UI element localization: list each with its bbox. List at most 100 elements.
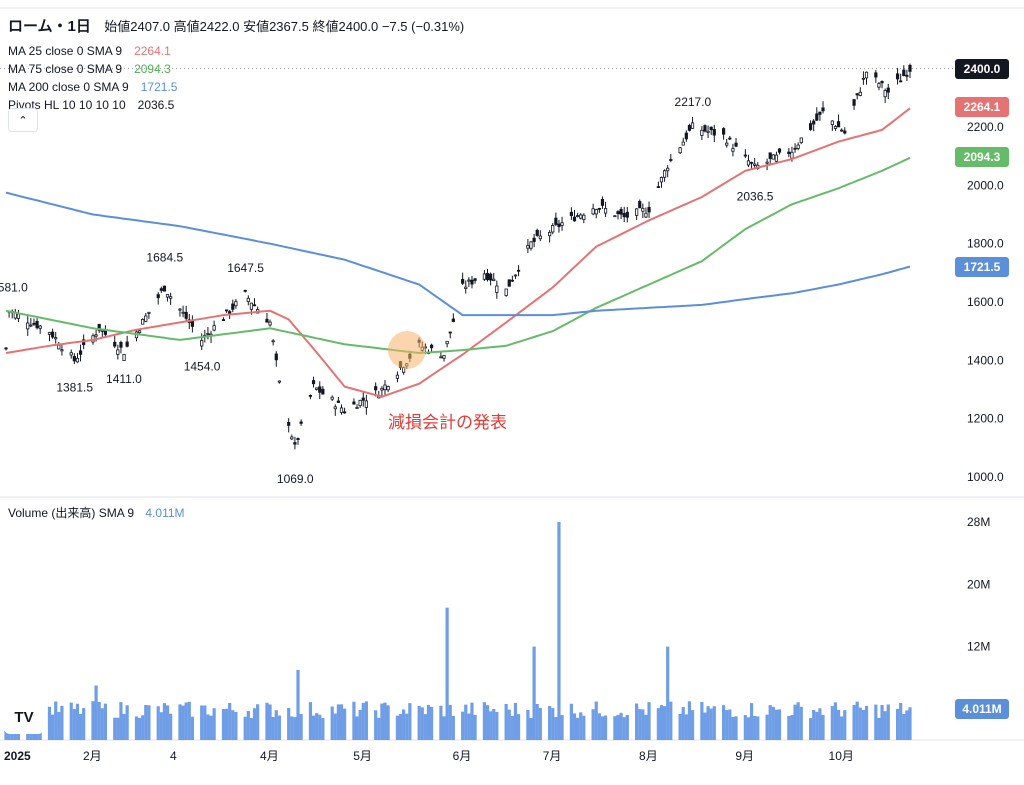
candle-body	[712, 129, 716, 136]
volume-bar	[843, 710, 847, 740]
candle-body	[206, 333, 210, 335]
pivot-label: 1381.5	[56, 381, 93, 395]
volume-bar	[162, 703, 167, 740]
candle-body	[899, 80, 903, 83]
candle-body	[603, 208, 608, 214]
volume-bar	[812, 709, 816, 740]
candle-body	[613, 215, 617, 218]
price-tick-label: 1200.0	[967, 412, 1004, 426]
last-price-tag: 2400.0	[955, 59, 1009, 79]
tradingview-logo[interactable]: TV	[4, 700, 44, 734]
volume-bar	[144, 705, 148, 740]
volume-bar	[576, 717, 580, 740]
candle-body	[548, 231, 552, 237]
candle-body	[874, 72, 878, 78]
close-value: 2400.0	[338, 19, 379, 34]
candle-body	[395, 374, 400, 379]
volume-bar	[880, 704, 884, 740]
volume-bar	[874, 704, 878, 740]
candle-body	[513, 274, 518, 277]
volume-bar	[700, 701, 704, 740]
candle-body	[485, 272, 490, 281]
candle-body	[464, 286, 468, 289]
chevron-up-icon: ⌃	[18, 114, 28, 127]
volume-bar	[159, 712, 163, 740]
candle-body	[743, 154, 747, 157]
indicator-ma75[interactable]: MA 75 close 0 SMA 9 2094.3	[8, 60, 464, 78]
time-tick-label: 9月	[735, 749, 754, 763]
collapse-legend-button[interactable]: ⌃	[8, 108, 38, 132]
indicator-value: 2264.1	[134, 44, 171, 58]
candle-body	[594, 209, 598, 215]
candle-body	[299, 421, 303, 424]
volume-bar	[383, 702, 387, 740]
volume-bar	[265, 702, 269, 740]
candle-body	[141, 319, 145, 325]
volume-bar	[47, 706, 52, 740]
volume-bar	[905, 710, 909, 740]
volume-legend[interactable]: Volume (出来高) SMA 9 4.011M	[8, 504, 185, 521]
candle-body	[647, 207, 651, 213]
candle-body	[659, 177, 664, 183]
candle-body	[507, 279, 511, 287]
candle-body	[569, 211, 573, 216]
candle-body	[576, 215, 580, 217]
price-tick-label: 1800.0	[967, 237, 1004, 251]
volume-bar	[526, 709, 530, 740]
volume-bar	[799, 706, 803, 740]
indicator-pivots[interactable]: Pivots HL 10 10 10 10 2036.5	[8, 96, 464, 114]
symbol-title[interactable]: ローム・1日	[8, 18, 91, 35]
volume-bar	[470, 702, 474, 740]
candle-body	[482, 273, 487, 280]
price-tick-label: 1600.0	[967, 295, 1004, 309]
candle-body	[840, 129, 844, 132]
volume-bar	[249, 718, 254, 740]
volume-bar	[190, 716, 194, 740]
pivot-label: 2036.5	[737, 190, 774, 204]
volume-bar	[57, 711, 61, 740]
candle-body	[597, 208, 601, 210]
annotation-highlight	[388, 331, 426, 369]
candle-body	[908, 64, 912, 72]
volume-bar	[333, 713, 337, 740]
volume-bar	[82, 708, 86, 740]
candle-body	[746, 160, 751, 166]
volume-bar	[613, 716, 617, 740]
candle-body	[321, 388, 325, 395]
volume-bar	[836, 709, 841, 740]
pivot-label: 1069.0	[277, 472, 314, 486]
volume-bar	[616, 714, 620, 740]
volume-bar	[287, 707, 291, 740]
volume-bar	[818, 708, 822, 740]
indicator-ma200[interactable]: MA 200 close 0 SMA 9 1721.5	[8, 78, 464, 96]
volume-bar	[352, 701, 356, 740]
volume-bar	[358, 709, 362, 740]
candle-body	[75, 357, 80, 363]
time-tick-label: 4	[170, 749, 177, 763]
volume-bar	[271, 717, 275, 740]
indicator-label: MA 75 close 0 SMA 9	[8, 62, 123, 76]
volume-bar	[647, 702, 651, 740]
volume-bar	[147, 705, 151, 740]
volume-bar	[796, 702, 800, 740]
volume-bar	[206, 714, 210, 740]
volume-bar	[635, 703, 639, 740]
candle-body	[808, 123, 813, 130]
volume-bar	[569, 703, 573, 740]
candle-body	[638, 201, 642, 209]
volume-bar	[445, 607, 449, 740]
volume-bar	[336, 704, 340, 740]
candle-body	[554, 217, 558, 225]
volume-bar	[256, 704, 260, 740]
volume-bar	[429, 706, 434, 740]
candle-body	[880, 81, 884, 84]
indicator-ma25[interactable]: MA 25 close 0 SMA 9 2264.1	[8, 42, 464, 60]
candle-body	[343, 411, 347, 414]
candle-body	[16, 313, 21, 319]
volume-bar	[234, 711, 238, 740]
volume-bar	[572, 713, 577, 740]
volume-bar	[318, 714, 322, 740]
volume-bar	[184, 702, 188, 740]
volume-bar	[722, 705, 726, 740]
